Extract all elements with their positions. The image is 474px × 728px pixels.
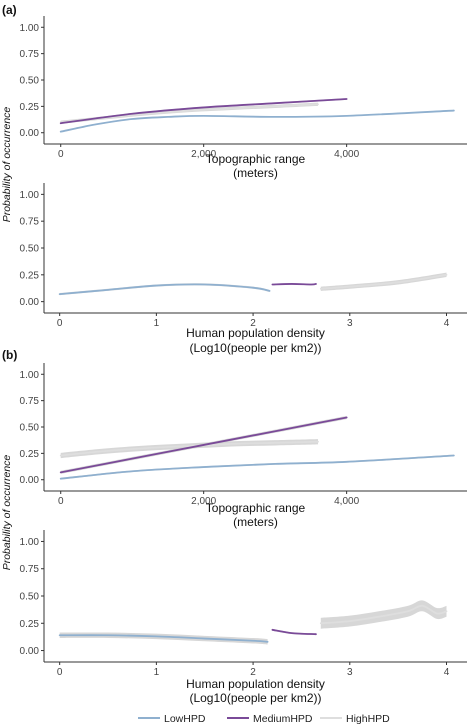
y-tick-label: 0.75 xyxy=(20,217,40,228)
legend-label-lowhpd: LowHPD xyxy=(164,713,206,725)
y-tick-label: 0.50 xyxy=(20,592,40,603)
plot-a-topographic: 0.00 0.25 0.50 0.75 1.00 0 2,000 4,000 Topograph… xyxy=(1,16,467,222)
x-tick-label: 2 xyxy=(250,667,256,678)
legend-label-highhpd: HighHPD xyxy=(346,713,390,725)
x-tick-label: 4,000 xyxy=(334,496,359,507)
x-tick-label: 0 xyxy=(57,667,63,678)
series-line-mediumhpd xyxy=(59,98,348,125)
y-tick-label: 0.50 xyxy=(20,76,40,87)
panel-b-tag: (b) xyxy=(2,348,17,362)
y-tick-label: 1.00 xyxy=(20,537,40,548)
series-line-lowhpd xyxy=(59,454,455,480)
x-axis-label: Topographic range xyxy=(206,152,306,166)
x-tick-label: 2 xyxy=(250,318,256,329)
plot-b-topographic: 0.00 0.25 0.50 0.75 1.00 0 2,000 4,000 Topograph… xyxy=(1,363,467,570)
y-tick-label: 0.75 xyxy=(20,49,40,60)
x-axis-label: Human population density xyxy=(186,677,325,691)
x-tick-label: 2,000 xyxy=(191,149,216,160)
y-tick-label: 0.50 xyxy=(20,423,40,434)
y-tick-label: 0.75 xyxy=(20,396,40,407)
x-tick-label: 3 xyxy=(347,318,353,329)
y-tick-label: 0.25 xyxy=(20,270,40,281)
series-line-mediumhpd xyxy=(59,416,348,474)
x-tick-label: 1 xyxy=(154,318,160,329)
y-tick-label: 0.25 xyxy=(20,449,40,460)
y-tick-label: 0.00 xyxy=(20,128,40,139)
x-tick-label: 0 xyxy=(57,318,63,329)
plot-b-population: 0.00 0.25 0.50 0.75 1.00 0 1 2 3 4 Human populatio… xyxy=(20,530,467,705)
legend-label-mediumhpd: MediumHPD xyxy=(253,713,313,725)
x-tick-label: 4,000 xyxy=(334,149,359,160)
x-tick-label: 0 xyxy=(58,496,64,507)
x-axis-label-units: (Log10(people per km2)) xyxy=(189,691,321,705)
y-tick-label: 1.00 xyxy=(20,23,40,34)
ribbon-highhpd xyxy=(320,600,447,629)
x-tick-label: 4 xyxy=(444,667,450,678)
x-axis-label-units: (Log10(people per km2)) xyxy=(189,341,321,355)
series-line-lowhpd xyxy=(58,283,271,296)
series-line-lowhpd xyxy=(59,109,455,133)
x-axis-label: Topographic range xyxy=(206,501,306,515)
y-tick-label: 0.00 xyxy=(20,297,40,308)
x-tick-label: 4 xyxy=(444,318,450,329)
series-line-mediumhpd xyxy=(271,628,317,636)
y-tick-label: 0.50 xyxy=(20,244,40,255)
y-tick-label: 1.00 xyxy=(20,370,40,381)
series-line-highhpd xyxy=(319,273,448,290)
ribbon-lowhpd xyxy=(59,632,268,645)
y-axis-label: Probability of occurrence xyxy=(1,107,13,223)
y-tick-label: 0.00 xyxy=(20,475,40,486)
y-axis-label: Probability of occurrence xyxy=(1,455,13,571)
plot-a-population: 0.00 0.25 0.50 0.75 1.00 0 1 2 3 4 Human populatio… xyxy=(20,183,467,355)
y-tick-label: 0.25 xyxy=(20,102,40,113)
panel-a-tag: (a) xyxy=(2,3,17,17)
series-line-highhpd xyxy=(319,604,448,625)
legend: LowHPD MediumHPD HighHPD xyxy=(138,713,390,725)
y-tick-label: 0.75 xyxy=(20,564,40,575)
series-line-highhpd xyxy=(59,440,319,457)
x-axis-label-units: (meters) xyxy=(233,515,278,529)
x-tick-label: 1 xyxy=(154,667,160,678)
x-tick-label: 0 xyxy=(58,149,64,160)
y-tick-label: 0.00 xyxy=(20,646,40,657)
y-tick-label: 0.25 xyxy=(20,619,40,630)
series-line-mediumhpd xyxy=(271,283,317,286)
x-tick-label: 2,000 xyxy=(191,496,216,507)
series-line-lowhpd xyxy=(58,634,269,643)
x-axis-label-units: (meters) xyxy=(233,166,278,180)
x-tick-label: 3 xyxy=(347,667,353,678)
y-tick-label: 1.00 xyxy=(20,190,40,201)
x-axis-label: Human population density xyxy=(186,326,325,340)
